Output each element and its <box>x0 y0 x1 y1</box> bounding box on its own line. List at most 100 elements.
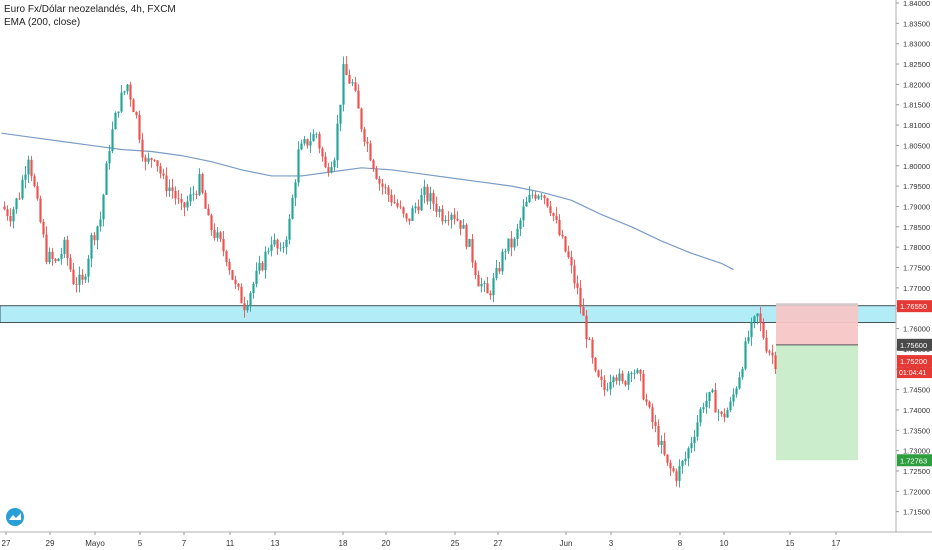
candle <box>627 371 630 391</box>
candle <box>564 235 567 253</box>
candle <box>225 249 228 267</box>
candle <box>126 84 129 95</box>
candle <box>390 189 393 207</box>
candle <box>216 227 219 242</box>
candle-body <box>243 303 246 311</box>
candle-body <box>198 174 201 195</box>
zone-price-tag-text: 1.76550 <box>900 302 927 311</box>
candle-body <box>318 133 321 149</box>
candle-body <box>597 370 600 377</box>
candle <box>402 206 405 218</box>
candle <box>558 214 561 237</box>
candle <box>9 208 12 227</box>
candle <box>753 315 756 329</box>
candle-body <box>87 258 90 277</box>
x-tick-label: 11 <box>226 539 235 548</box>
candle-body <box>240 286 243 304</box>
candle <box>222 231 225 257</box>
candle-body <box>594 357 597 371</box>
candle-body <box>669 462 672 469</box>
candle <box>258 255 261 275</box>
candle-body <box>747 337 750 342</box>
candle-body <box>741 368 744 378</box>
candle-body <box>636 369 639 373</box>
candle-body <box>84 276 87 280</box>
candle-body <box>426 186 429 202</box>
candle-body <box>234 279 237 284</box>
candle <box>363 126 366 147</box>
candle <box>366 137 369 152</box>
candle-body <box>390 194 393 203</box>
y-tick-label: 1.71500 <box>903 508 930 517</box>
candle <box>435 196 438 217</box>
candle <box>561 230 564 239</box>
current-price-tag-timer-bg <box>897 367 932 379</box>
candle-body <box>429 193 432 202</box>
candle <box>453 208 456 225</box>
candle-body <box>21 179 24 199</box>
x-tick-label: Mayo <box>85 539 105 548</box>
candle-body <box>201 174 204 193</box>
candle <box>309 132 312 153</box>
y-tick-label: 1.81500 <box>903 101 930 110</box>
candle <box>183 201 186 217</box>
candle <box>759 307 762 332</box>
candle <box>372 158 375 172</box>
candle <box>96 225 99 250</box>
candle-body <box>765 337 768 352</box>
candle <box>54 257 57 263</box>
candle <box>576 275 579 295</box>
candle-body <box>252 283 255 294</box>
candle-body <box>123 91 126 93</box>
candle <box>330 161 333 174</box>
candle-body <box>720 411 723 414</box>
candle-body <box>45 234 48 263</box>
candle-body <box>459 220 462 229</box>
candle-body <box>492 278 495 296</box>
candle <box>192 185 195 201</box>
candle-body <box>156 160 159 167</box>
candle-body <box>378 178 381 184</box>
candle-body <box>735 388 738 395</box>
candle-body <box>168 187 171 191</box>
candle-body <box>105 163 108 195</box>
candle <box>42 218 45 238</box>
tradingview-logo-icon[interactable] <box>6 508 24 526</box>
candle <box>237 282 240 291</box>
zone-price-tag: 1.76550 <box>897 300 932 313</box>
candle <box>81 269 84 285</box>
candle <box>138 110 141 144</box>
candle <box>675 468 678 487</box>
candle <box>108 144 111 170</box>
x-tick-label: 27 <box>494 539 503 548</box>
candle-body <box>516 228 519 239</box>
candle-body <box>24 174 27 180</box>
candle <box>495 260 498 281</box>
candle <box>669 459 672 477</box>
candle-body <box>303 139 306 144</box>
candle-body <box>699 409 702 423</box>
candle <box>441 205 444 225</box>
candle-body <box>231 270 234 280</box>
candle <box>357 84 360 109</box>
candle-body <box>39 198 42 222</box>
candle-body <box>639 369 642 374</box>
candle-body <box>186 201 189 208</box>
zone-price-tag-bg <box>897 300 932 313</box>
candle-body <box>645 399 648 402</box>
candle-body <box>627 373 630 385</box>
candle-body <box>360 108 363 130</box>
candle-body <box>465 224 468 247</box>
stop-loss-zone[interactable] <box>776 303 858 345</box>
candle-body <box>468 239 471 247</box>
candle-body <box>663 440 666 455</box>
target-price-tag: 1.72763 <box>897 454 932 467</box>
candle <box>69 254 72 273</box>
x-tick-label: 20 <box>382 539 391 548</box>
candle <box>774 351 777 374</box>
take-profit-zone[interactable] <box>776 344 858 461</box>
candle-body <box>333 160 336 168</box>
candle <box>744 337 747 371</box>
candle-body <box>381 183 384 187</box>
